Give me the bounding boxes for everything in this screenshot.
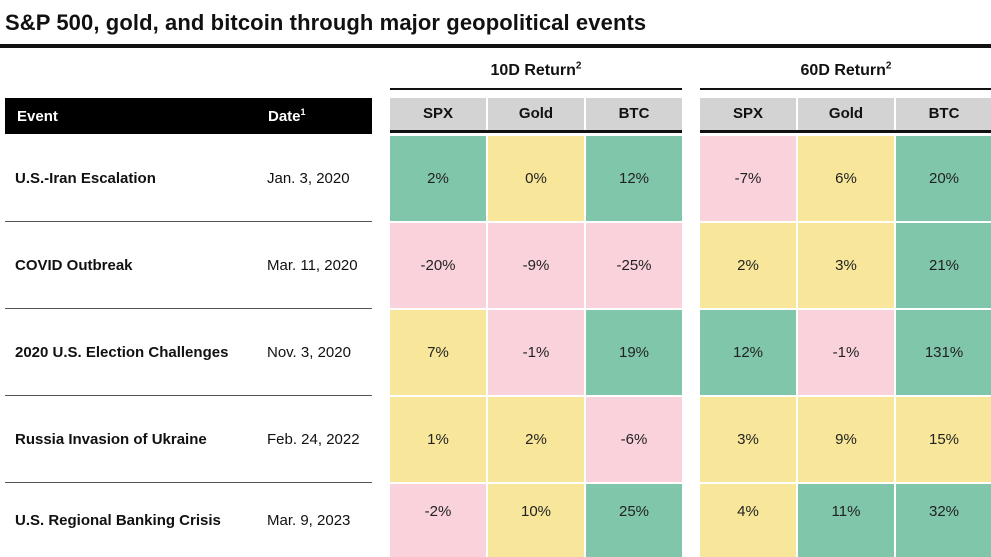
value-label: 1% bbox=[427, 431, 449, 448]
group-header-10d: 10D Return2 bbox=[390, 60, 682, 80]
event-name: Russia Invasion of Ukraine bbox=[15, 430, 207, 448]
value-cell-60d-spx: 2% bbox=[700, 223, 796, 308]
value-label: 2% bbox=[427, 170, 449, 187]
column-header-gold: Gold bbox=[798, 98, 894, 130]
value-label: 2% bbox=[525, 431, 547, 448]
value-label: 9% bbox=[835, 431, 857, 448]
row-divider bbox=[5, 482, 372, 483]
value-cell-60d-btc: 131% bbox=[896, 310, 991, 395]
event-name: U.S. Regional Banking Crisis bbox=[15, 511, 221, 529]
event-name: COVID Outbreak bbox=[15, 256, 133, 274]
value-cell-60d-spx: 12% bbox=[700, 310, 796, 395]
value-label: 131% bbox=[924, 344, 964, 361]
value-label: -1% bbox=[522, 344, 550, 361]
value-label: 3% bbox=[737, 431, 759, 448]
event-date: Jan. 3, 2020 bbox=[267, 169, 350, 187]
value-cell-60d-gold: 9% bbox=[798, 397, 894, 482]
value-cell-60d-spx: 3% bbox=[700, 397, 796, 482]
column-header-spx: SPX bbox=[390, 98, 486, 130]
value-label: -9% bbox=[522, 257, 550, 274]
value-cell-60d-btc: 21% bbox=[896, 223, 991, 308]
row-divider bbox=[5, 395, 372, 396]
event-date: Nov. 3, 2020 bbox=[267, 343, 351, 361]
event-date: Mar. 9, 2023 bbox=[267, 511, 351, 529]
row-divider bbox=[5, 308, 372, 309]
date-header-footnote: 1 bbox=[300, 107, 306, 117]
title-rule bbox=[0, 44, 991, 48]
value-label: 6% bbox=[835, 170, 857, 187]
value-label: 7% bbox=[427, 344, 449, 361]
group-header-60d: 60D Return2 bbox=[700, 60, 991, 80]
value-label: 19% bbox=[618, 344, 650, 361]
value-label: 4% bbox=[737, 503, 759, 520]
value-cell-10d-btc: 12% bbox=[586, 136, 682, 221]
column-header-btc: BTC bbox=[896, 98, 991, 130]
value-cell-60d-btc: 20% bbox=[896, 136, 991, 221]
value-label: 10% bbox=[520, 503, 552, 520]
group-header-footnote: 2 bbox=[885, 60, 892, 72]
value-cell-10d-gold: -9% bbox=[488, 223, 584, 308]
column-header-gold: Gold bbox=[488, 98, 584, 130]
value-label: 12% bbox=[732, 344, 764, 361]
value-cell-10d-spx: 1% bbox=[390, 397, 486, 482]
value-label: 3% bbox=[835, 257, 857, 274]
value-cell-10d-spx: -2% bbox=[390, 484, 486, 557]
value-cell-60d-spx: -7% bbox=[700, 136, 796, 221]
value-cell-10d-gold: 0% bbox=[488, 136, 584, 221]
value-cell-10d-spx: 7% bbox=[390, 310, 486, 395]
value-label: 21% bbox=[928, 257, 960, 274]
value-cell-10d-spx: 2% bbox=[390, 136, 486, 221]
event-header-label: Event bbox=[17, 108, 58, 125]
column-header-rule bbox=[700, 130, 991, 133]
event-date: Mar. 11, 2020 bbox=[267, 256, 358, 274]
value-cell-60d-spx: 4% bbox=[700, 484, 796, 557]
value-label: -2% bbox=[424, 503, 452, 520]
date-header-text: Date bbox=[268, 108, 301, 125]
event-name: 2020 U.S. Election Challenges bbox=[15, 343, 229, 361]
column-header-spx: SPX bbox=[700, 98, 796, 130]
value-label: 32% bbox=[928, 503, 960, 520]
value-label: -6% bbox=[620, 431, 648, 448]
value-cell-10d-gold: 10% bbox=[488, 484, 584, 557]
group-header-label: 60D Return bbox=[800, 62, 886, 79]
event-date: Feb. 24, 2022 bbox=[267, 430, 360, 448]
row-divider bbox=[5, 221, 372, 222]
value-label: -20% bbox=[420, 257, 456, 274]
event-name: U.S.-Iran Escalation bbox=[15, 169, 156, 187]
group-header-label: 10D Return bbox=[490, 62, 576, 79]
event-date-header: Event Date1 bbox=[5, 98, 372, 134]
value-cell-60d-gold: 6% bbox=[798, 136, 894, 221]
value-cell-60d-gold: 11% bbox=[798, 484, 894, 557]
value-label: 11% bbox=[831, 503, 861, 520]
value-cell-10d-btc: 25% bbox=[586, 484, 682, 557]
group-header-footnote: 2 bbox=[575, 60, 582, 72]
value-cell-60d-btc: 32% bbox=[896, 484, 991, 557]
chart-title: S&P 500, gold, and bitcoin through major… bbox=[5, 10, 647, 35]
value-cell-60d-gold: -1% bbox=[798, 310, 894, 395]
value-label: -1% bbox=[832, 344, 860, 361]
group-rule bbox=[390, 88, 682, 90]
value-cell-10d-btc: 19% bbox=[586, 310, 682, 395]
column-header-btc: BTC bbox=[586, 98, 682, 130]
value-label: 25% bbox=[618, 503, 650, 520]
value-cell-10d-spx: -20% bbox=[390, 223, 486, 308]
value-label: 15% bbox=[928, 431, 960, 448]
group-rule bbox=[700, 88, 991, 90]
value-label: 20% bbox=[928, 170, 960, 187]
value-cell-10d-btc: -25% bbox=[586, 223, 682, 308]
column-header-rule bbox=[390, 130, 682, 133]
value-cell-10d-gold: -1% bbox=[488, 310, 584, 395]
value-cell-10d-btc: -6% bbox=[586, 397, 682, 482]
value-cell-60d-gold: 3% bbox=[798, 223, 894, 308]
value-label: -7% bbox=[734, 170, 762, 187]
value-label: 12% bbox=[618, 170, 650, 187]
date-header-label: Date1 bbox=[268, 107, 306, 126]
value-label: -25% bbox=[616, 257, 652, 274]
value-cell-60d-btc: 15% bbox=[896, 397, 991, 482]
value-label: 0% bbox=[525, 170, 547, 187]
value-label: 2% bbox=[737, 257, 759, 274]
value-cell-10d-gold: 2% bbox=[488, 397, 584, 482]
